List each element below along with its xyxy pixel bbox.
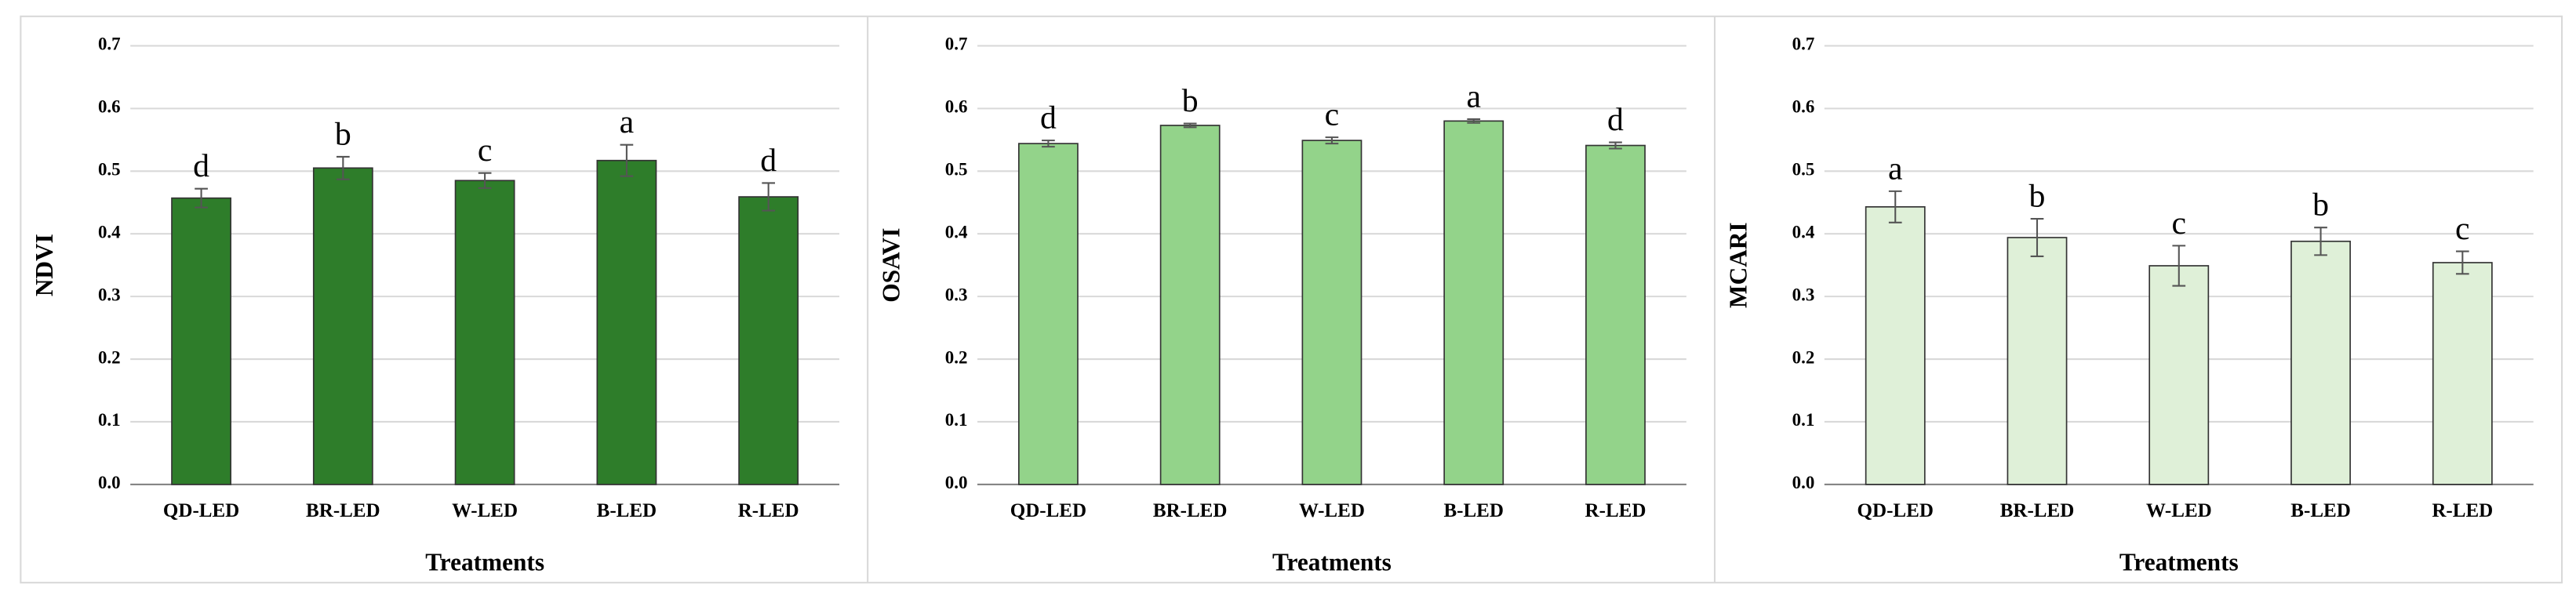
x-tick-label: R-LED — [738, 500, 799, 521]
bar — [1159, 125, 1221, 485]
error-bar — [2455, 250, 2469, 275]
bar — [738, 196, 799, 485]
bar — [1585, 144, 1646, 485]
y-tick-label: 0.0 — [1792, 473, 1815, 492]
error-bar — [1183, 122, 1197, 129]
figure-frame — [20, 15, 2563, 584]
y-tick-label: 0.3 — [98, 285, 121, 304]
bar — [312, 167, 373, 485]
y-tick-label: 0.7 — [98, 34, 121, 54]
error-bar — [2030, 217, 2044, 258]
y-tick-label: 0.2 — [98, 347, 121, 367]
y-tick-label: 0.3 — [945, 285, 968, 304]
bar — [596, 159, 657, 485]
bar — [1017, 143, 1079, 485]
x-tick-label: R-LED — [1585, 500, 1646, 521]
bar — [454, 180, 515, 485]
x-tick-label: R-LED — [2432, 500, 2493, 521]
bar — [2007, 237, 2068, 485]
error-bar — [620, 143, 634, 177]
significance-letter: d — [1607, 102, 1624, 138]
y-tick-label: 0.0 — [945, 473, 968, 492]
significance-letter: a — [620, 104, 635, 140]
x-axis-title: Treatments — [1272, 548, 1392, 575]
y-tick-label: 0.2 — [1792, 347, 1815, 367]
significance-letter: d — [760, 143, 777, 179]
y-axis-title: NDVI — [31, 234, 58, 296]
bar — [2432, 262, 2493, 485]
x-tick-label: BR-LED — [2000, 500, 2075, 521]
bar — [1443, 120, 1504, 485]
significance-letter: c — [1325, 97, 1340, 133]
x-tick-label: QD-LED — [1010, 500, 1086, 521]
error-bar — [195, 187, 208, 209]
significance-letter: c — [2455, 211, 2470, 247]
y-tick-label: 0.1 — [945, 410, 968, 430]
y-tick-label: 0.3 — [1792, 285, 1815, 304]
significance-letter: b — [1182, 83, 1199, 119]
significance-letter: d — [193, 148, 209, 184]
x-tick-label: B-LED — [597, 500, 657, 521]
x-tick-label: BR-LED — [1153, 500, 1228, 521]
bar — [1865, 206, 1926, 485]
x-tick-label: BR-LED — [306, 500, 380, 521]
y-tick-label: 0.5 — [1792, 160, 1815, 180]
significance-letter: c — [478, 133, 493, 169]
y-tick-label: 0.4 — [1792, 222, 1815, 241]
error-bar — [2314, 227, 2327, 256]
x-tick-label: QD-LED — [163, 500, 239, 521]
x-tick-label: B-LED — [1443, 500, 1504, 521]
error-bar — [1609, 141, 1622, 150]
y-tick-label: 0.1 — [98, 410, 121, 430]
significance-letter: d — [1040, 100, 1057, 136]
y-tick-label: 0.2 — [945, 347, 968, 367]
y-tick-label: 0.4 — [98, 222, 121, 241]
bar — [1301, 140, 1363, 485]
error-bar — [2172, 245, 2186, 287]
x-tick-label: W-LED — [2146, 500, 2212, 521]
y-tick-label: 0.6 — [98, 97, 121, 117]
significance-letter: a — [1888, 151, 1903, 187]
significance-letter: b — [2312, 187, 2329, 223]
x-axis-title: Treatments — [2119, 548, 2239, 575]
y-tick-label: 0.0 — [98, 473, 121, 492]
error-bar — [1042, 140, 1055, 148]
y-axis-title: OSAVI — [878, 228, 905, 303]
y-tick-label: 0.5 — [98, 160, 121, 180]
error-bar — [762, 182, 776, 212]
x-axis-title: Treatments — [425, 548, 544, 575]
bar — [2290, 240, 2351, 485]
y-tick-label: 0.5 — [945, 160, 968, 180]
error-bar — [336, 155, 350, 180]
x-tick-label: B-LED — [2290, 500, 2351, 521]
y-tick-label: 0.7 — [1792, 34, 1815, 54]
x-tick-label: QD-LED — [1857, 500, 1934, 521]
error-bar — [478, 172, 492, 189]
significance-letter: c — [2172, 205, 2187, 241]
significance-letter: b — [2029, 179, 2046, 215]
x-tick-label: W-LED — [452, 500, 518, 521]
y-tick-label: 0.1 — [1792, 410, 1815, 430]
y-tick-label: 0.7 — [945, 34, 968, 54]
bar — [2148, 265, 2210, 485]
error-bar — [1467, 118, 1481, 124]
error-bar — [1888, 190, 1902, 223]
significance-letter: b — [335, 116, 351, 152]
error-bar — [1325, 136, 1339, 145]
bar — [171, 197, 231, 485]
x-tick-label: W-LED — [1299, 500, 1365, 521]
y-tick-label: 0.6 — [945, 97, 968, 117]
y-tick-label: 0.6 — [1792, 97, 1815, 117]
y-axis-title: MCARI — [1725, 222, 1752, 308]
y-tick-label: 0.4 — [945, 222, 968, 241]
significance-letter: a — [1466, 78, 1481, 114]
